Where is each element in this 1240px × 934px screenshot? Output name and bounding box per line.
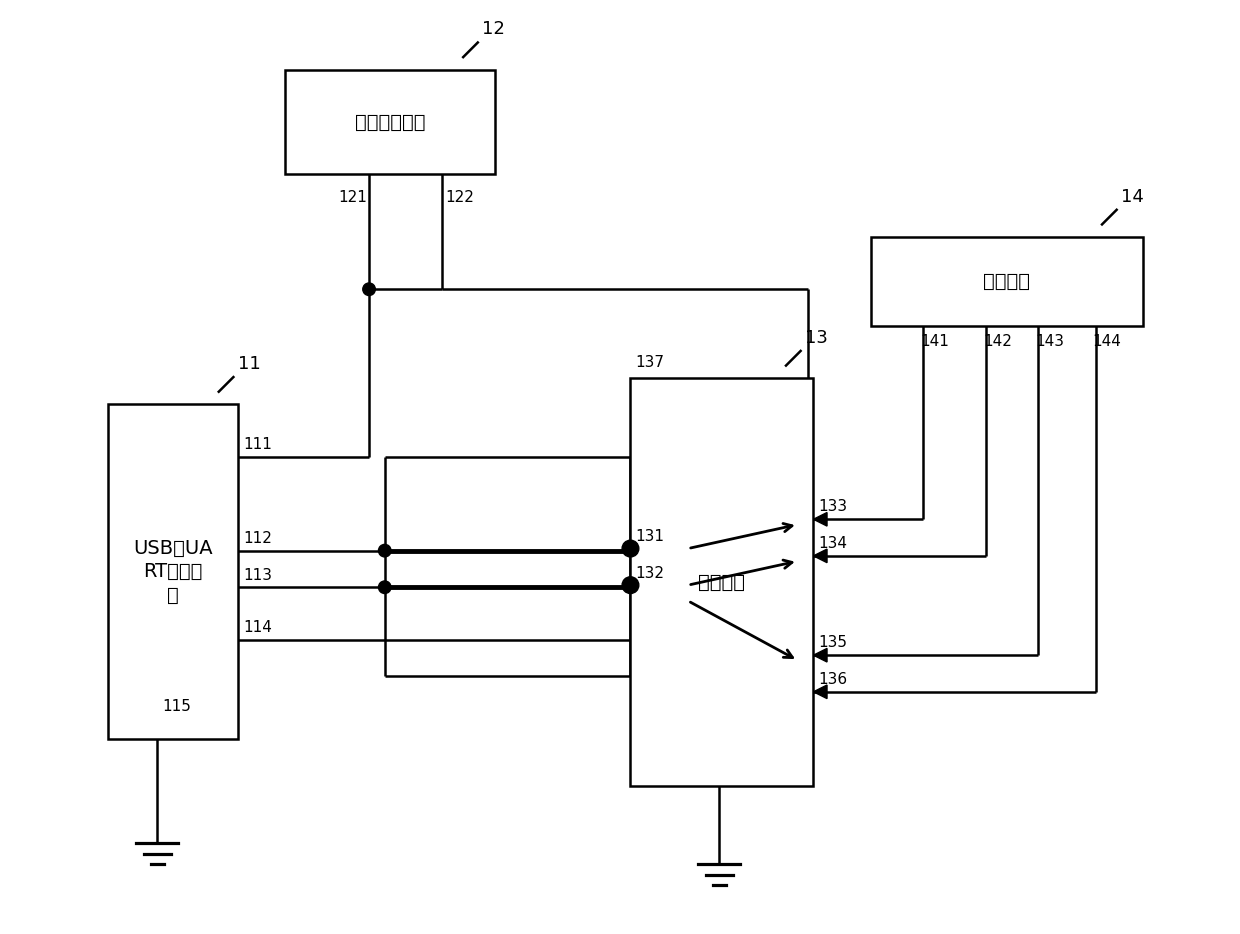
Circle shape <box>378 581 391 593</box>
Text: 143: 143 <box>1035 334 1064 349</box>
Text: 111: 111 <box>243 437 273 452</box>
Text: 122: 122 <box>445 190 474 205</box>
Bar <box>285 70 495 175</box>
Circle shape <box>622 540 639 557</box>
Text: 113: 113 <box>243 568 273 583</box>
Text: 134: 134 <box>818 535 848 551</box>
Circle shape <box>378 545 391 557</box>
Text: 14: 14 <box>1121 188 1143 205</box>
Text: 131: 131 <box>636 530 665 545</box>
Polygon shape <box>813 648 827 662</box>
Text: USB与UA
RT复用接
口: USB与UA RT复用接 口 <box>133 539 213 604</box>
Text: 切换开关: 切换开关 <box>698 573 745 591</box>
Bar <box>870 237 1143 326</box>
Text: 12: 12 <box>482 21 505 38</box>
Text: 141: 141 <box>920 334 949 349</box>
Text: 114: 114 <box>243 620 273 635</box>
Text: 133: 133 <box>818 499 848 514</box>
Text: 处理芯片: 处理芯片 <box>983 272 1030 290</box>
Polygon shape <box>813 549 827 562</box>
Text: 13: 13 <box>805 329 827 347</box>
Text: 144: 144 <box>1092 334 1121 349</box>
Text: 112: 112 <box>243 531 273 546</box>
Text: 115: 115 <box>162 699 191 714</box>
Polygon shape <box>813 685 827 699</box>
Bar <box>108 404 238 739</box>
Text: 136: 136 <box>818 672 848 686</box>
Text: 132: 132 <box>636 566 665 581</box>
Text: 137: 137 <box>636 355 665 370</box>
Text: 135: 135 <box>818 635 848 650</box>
Text: 电源管理芯片: 电源管理芯片 <box>355 112 425 132</box>
Circle shape <box>363 283 376 295</box>
Text: 142: 142 <box>983 334 1012 349</box>
Bar <box>630 378 813 785</box>
Polygon shape <box>813 513 827 526</box>
Text: 11: 11 <box>238 355 260 373</box>
Text: 121: 121 <box>339 190 367 205</box>
Circle shape <box>622 577 639 593</box>
